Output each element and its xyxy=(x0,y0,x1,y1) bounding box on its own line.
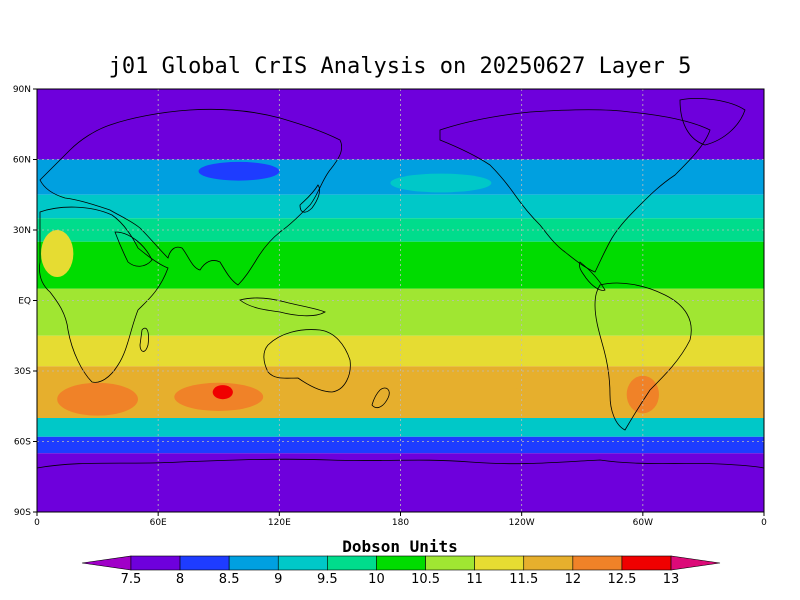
lon-tick-label: 0 xyxy=(761,518,767,528)
colorbar: 7.5 8 8.5 9 9.5 10 10.5 11 11.5 12 12.5 13 xyxy=(81,555,721,587)
colorbar-label: 10 xyxy=(368,572,385,587)
colorbar-box xyxy=(277,555,328,571)
lat-tick-label: EQ xyxy=(18,297,31,307)
lon-tick-label: 60E xyxy=(150,518,167,528)
colorbar-label: 8.5 xyxy=(219,572,240,587)
colorbar-box xyxy=(572,555,623,571)
colorbar-box xyxy=(179,555,230,571)
colorbar-box xyxy=(376,555,426,571)
lat-tick-label: 30N xyxy=(13,226,31,236)
new-zealand-coastline xyxy=(371,387,390,409)
coastlines xyxy=(37,98,764,469)
lon-tick-label: 180 xyxy=(392,518,409,528)
colorbar-label: 12 xyxy=(565,572,582,587)
colorbar-box xyxy=(130,555,181,571)
field-band-10 xyxy=(37,453,764,512)
colorbar-max-triangle xyxy=(670,555,721,571)
africa-coastline xyxy=(39,206,169,383)
antarctica-coastline xyxy=(37,458,764,469)
lon-tick-label: 60W xyxy=(633,518,653,528)
lat-tick-label: 30S xyxy=(14,367,31,377)
colorbar-box xyxy=(327,555,377,571)
colorbar-box xyxy=(474,555,525,571)
colorbar-title: Dobson Units xyxy=(342,537,458,556)
colorbar-box xyxy=(523,555,574,571)
field-blob-7 xyxy=(198,161,280,181)
colorbar-label: 11.5 xyxy=(509,572,538,587)
colorbar-label: 11 xyxy=(466,572,483,587)
colorbar-min-triangle xyxy=(81,555,132,571)
australia-coastline xyxy=(263,329,351,393)
field-blob-5 xyxy=(41,230,74,277)
field-blob-0 xyxy=(57,382,138,416)
colorbar-label: 13 xyxy=(663,572,680,587)
lat-tick-label: 90S xyxy=(14,508,31,518)
colorbar-label: 10.5 xyxy=(411,572,440,587)
grid-lines xyxy=(37,89,764,512)
lat-tick-label: 60S xyxy=(14,438,31,448)
field-blob-2 xyxy=(212,385,233,400)
lon-tick-label: 120E xyxy=(268,518,291,528)
eurasia-coastline xyxy=(39,108,343,286)
lon-tick-label: 120W xyxy=(509,518,535,528)
colorbar-box xyxy=(425,555,475,571)
map-title: j01 Global CrIS Analysis on 20250627 Lay… xyxy=(108,54,692,79)
field-blob-6 xyxy=(390,173,492,193)
lat-tick-label: 60N xyxy=(13,156,31,166)
japan-coastline xyxy=(299,184,320,213)
colorbar-label: 9.5 xyxy=(317,572,338,587)
colorbar-label: 8 xyxy=(176,572,184,587)
indonesia-coastline xyxy=(239,297,326,317)
arabia-coastline xyxy=(114,231,153,267)
lon-tick-label: 0 xyxy=(34,518,40,528)
colorbar-label: 12.5 xyxy=(607,572,636,587)
madagascar-coastline xyxy=(139,327,149,352)
field-band-2 xyxy=(37,194,764,219)
colorbar-label: 7.5 xyxy=(121,572,142,587)
field-band-5 xyxy=(37,288,764,336)
field-band-8 xyxy=(37,418,764,437)
greenland-coastline xyxy=(679,98,746,146)
north-america-coastline xyxy=(439,109,711,273)
south-america-coastline xyxy=(594,282,692,431)
central-america-coastline xyxy=(579,261,606,291)
lat-tick-label: 90N xyxy=(13,85,31,95)
colorbar-box xyxy=(228,555,279,571)
colorbar-box xyxy=(621,555,672,571)
colorbar-label: 9 xyxy=(274,572,282,587)
